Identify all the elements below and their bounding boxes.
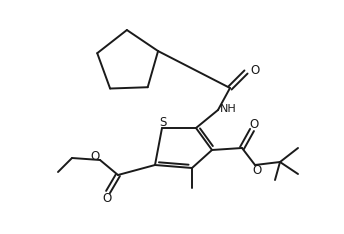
Text: O: O xyxy=(90,150,100,162)
Text: O: O xyxy=(250,63,259,77)
Text: S: S xyxy=(159,116,167,128)
Text: O: O xyxy=(249,118,259,132)
Text: O: O xyxy=(103,191,111,205)
Text: O: O xyxy=(252,164,262,176)
Text: NH: NH xyxy=(220,104,237,114)
